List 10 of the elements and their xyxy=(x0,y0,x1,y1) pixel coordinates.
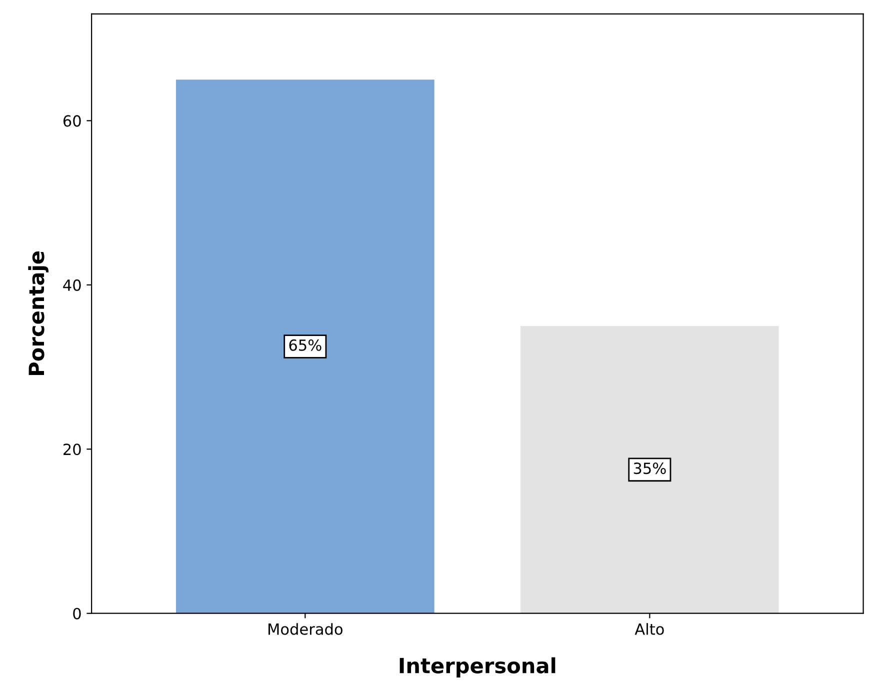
y-tick-label: 20 xyxy=(64,444,81,456)
y-tick-label: 40 xyxy=(63,279,81,291)
x-tick-label: Moderado xyxy=(268,623,342,635)
y-tick-label: 0 xyxy=(73,608,81,620)
data-label: 35% xyxy=(634,462,666,474)
y-tick-label: 60 xyxy=(63,115,81,127)
y-axis-title: Porcentaje xyxy=(28,251,49,375)
x-axis-title: Interpersonal xyxy=(400,657,556,678)
x-tick-label: Alto xyxy=(634,623,664,635)
data-label: 65% xyxy=(289,339,322,351)
